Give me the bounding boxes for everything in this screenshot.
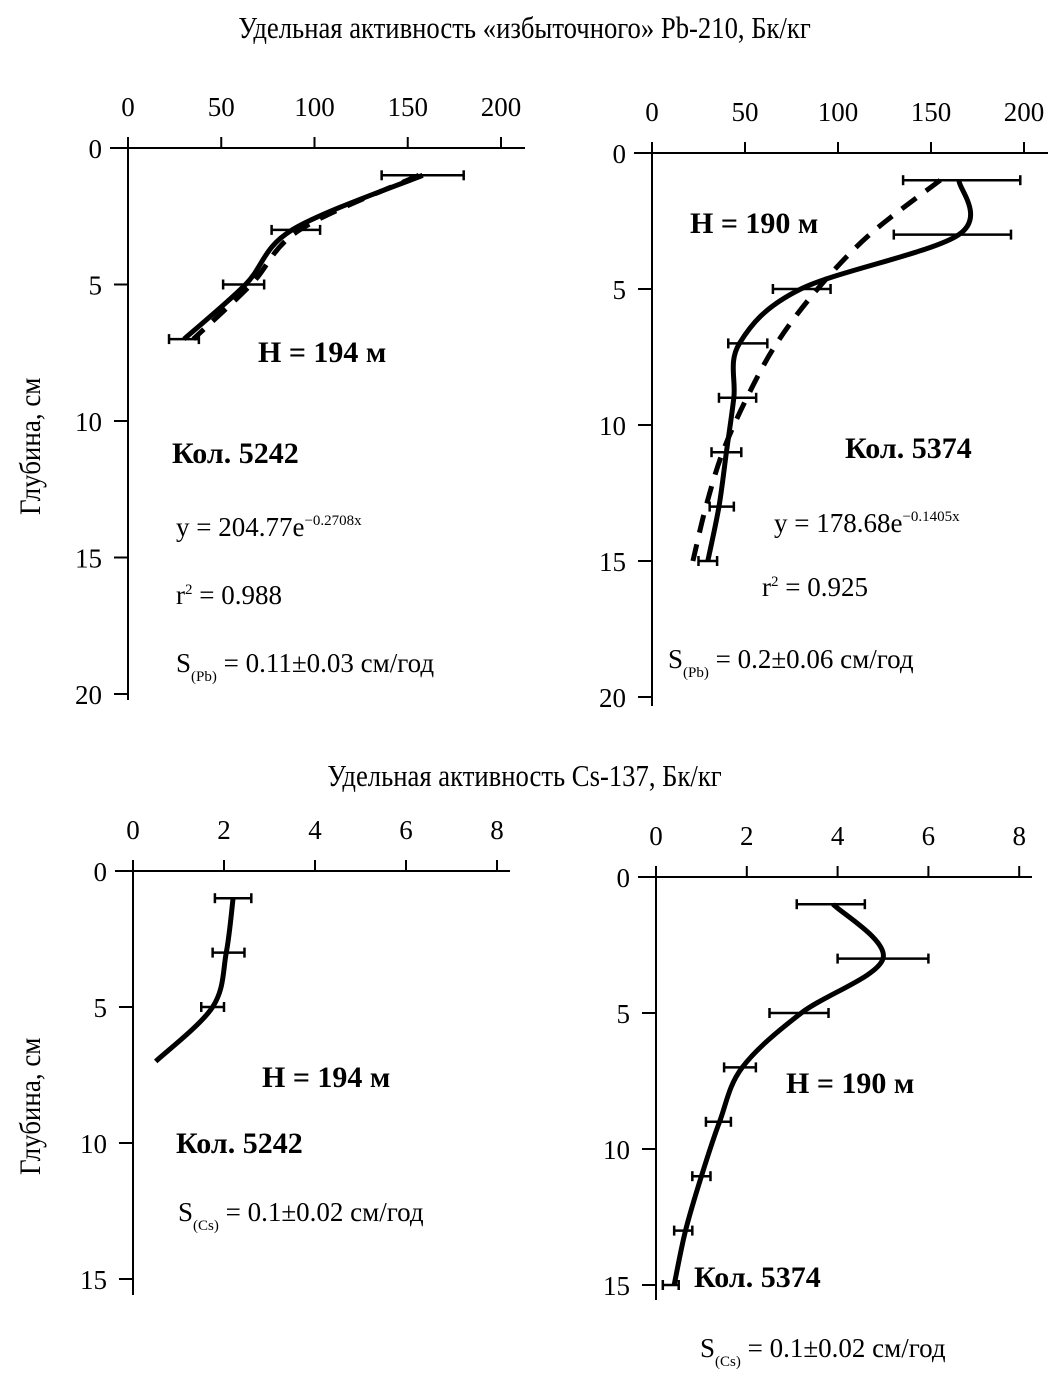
rate-value: = 0.11±0.03 см/год	[217, 648, 434, 678]
y-tick-label: 15	[75, 544, 102, 574]
r-squared-prefix: r	[762, 572, 771, 602]
fit-equation-main: y = 178.68e	[774, 508, 902, 538]
r-squared-prefix: r	[176, 580, 185, 610]
x-tick-label: 6	[922, 821, 936, 851]
chart-pb-5374: 0 50 100 150 200 0 5 10 15 20 H = 190 м Кол. 5374 y …	[599, 97, 1048, 713]
x-tick-label: 150	[388, 92, 429, 122]
sedimentation-rate: S(Pb) = 0.11±0.03 см/год	[176, 648, 434, 685]
station-depth-label: H = 190 м	[786, 1067, 914, 1100]
station-depth-label: H = 194 м	[258, 336, 386, 369]
r-squared-sup: 2	[185, 582, 193, 598]
y-tick-label: 10	[80, 1129, 107, 1159]
y-tick-label: 5	[613, 275, 627, 305]
measured-curve	[154, 897, 236, 1064]
fit-equation: y = 204.77e−0.2708x	[176, 512, 362, 542]
core-label: Кол. 5374	[845, 432, 972, 465]
rate-subscript: (Cs)	[193, 1218, 219, 1234]
x-tick-label: 2	[217, 815, 231, 845]
rate-value: = 0.1±0.02 см/год	[219, 1197, 424, 1227]
sedimentation-rate: S(Cs) = 0.1±0.02 см/год	[700, 1333, 946, 1370]
x-tick-label: 200	[481, 92, 522, 122]
rate-prefix: S	[178, 1197, 193, 1227]
x-tick-label: 50	[208, 92, 235, 122]
rate-value: = 0.1±0.02 см/год	[741, 1333, 946, 1363]
x-tick-label: 0	[126, 815, 140, 845]
x-tick-label: 6	[399, 815, 413, 845]
chart-pb-5242: 0 50 100 150 200 0 5 10 15 20 H = 194 м Кол. 5242 y …	[75, 92, 525, 710]
y-tick-label: 0	[617, 863, 631, 893]
chart-cs-5374: 0 2 4 6 8 0 5 10 15 H = 190 м Кол. 5374 S(Cs) = 0.1…	[603, 821, 1032, 1370]
rate-prefix: S	[176, 648, 191, 678]
x-tick-label: 4	[308, 815, 322, 845]
y-tick-label: 15	[80, 1265, 107, 1295]
x-tick-label: 100	[294, 92, 335, 122]
y-tick-label: 20	[599, 683, 626, 713]
core-label: Кол. 5242	[172, 437, 299, 470]
y-tick-label: 5	[89, 271, 103, 301]
r-squared-value: = 0.925	[779, 572, 868, 602]
x-tick-label: 4	[831, 821, 845, 851]
measured-curve	[182, 172, 424, 341]
rate-subscript: (Pb)	[191, 669, 217, 685]
fit-curve	[191, 173, 420, 341]
rate-subscript: (Cs)	[715, 1354, 741, 1370]
y-tick-label: 0	[94, 857, 108, 887]
station-depth-label: H = 194 м	[262, 1061, 390, 1094]
y-tick-label: 5	[94, 993, 108, 1023]
y-tick-label: 10	[599, 411, 626, 441]
rate-value: = 0.2±0.06 см/год	[709, 644, 914, 674]
x-tick-label: 8	[490, 815, 504, 845]
station-depth-label: H = 190 м	[690, 207, 818, 240]
sedimentation-rate: S(Cs) = 0.1±0.02 см/год	[178, 1197, 424, 1234]
r-squared-value: = 0.988	[193, 580, 282, 610]
x-tick-label: 2	[740, 821, 754, 851]
fit-equation: y = 178.68e−0.1405x	[774, 508, 960, 538]
y-tick-label: 15	[599, 547, 626, 577]
x-tick-label: 0	[121, 92, 135, 122]
r-squared: r2 = 0.925	[762, 572, 868, 602]
pb-figure-title: Удельная активность «избыточного» Pb-210…	[238, 10, 811, 45]
core-label: Кол. 5242	[176, 1127, 303, 1160]
rate-subscript: (Pb)	[683, 665, 709, 681]
chart-cs-5242: 0 2 4 6 8 0 5 10 15 H = 194 м Кол. 5242 S(Cs) = 0.1…	[80, 815, 510, 1295]
x-tick-label: 8	[1012, 821, 1026, 851]
fit-equation-main: y = 204.77e	[176, 512, 304, 542]
x-tick-label: 50	[732, 97, 759, 127]
y-tick-label: 5	[617, 999, 631, 1029]
y-tick-label: 0	[89, 134, 103, 164]
fit-curve	[690, 178, 942, 562]
y-tick-label: 10	[603, 1135, 630, 1165]
x-tick-label: 100	[818, 97, 859, 127]
x-tick-label: 150	[911, 97, 952, 127]
fit-equation-exponent: −0.1405x	[902, 509, 960, 525]
y-tick-label: 20	[75, 680, 102, 710]
x-tick-label: 0	[649, 821, 663, 851]
rate-prefix: S	[668, 644, 683, 674]
fit-equation-exponent: −0.2708x	[304, 513, 362, 529]
x-tick-label: 200	[1004, 97, 1045, 127]
core-label: Кол. 5374	[694, 1261, 821, 1294]
y-tick-label: 15	[603, 1271, 630, 1301]
sedimentation-rate: S(Pb) = 0.2±0.06 см/год	[668, 644, 914, 681]
cs-figure-title: Удельная активность Cs-137, Бк/кг	[327, 758, 722, 793]
y-tick-label: 0	[613, 139, 627, 169]
r-squared: r2 = 0.988	[176, 580, 282, 610]
r-squared-sup: 2	[771, 574, 779, 590]
rate-prefix: S	[700, 1333, 715, 1363]
y-tick-label: 10	[75, 407, 102, 437]
x-tick-label: 0	[645, 97, 659, 127]
